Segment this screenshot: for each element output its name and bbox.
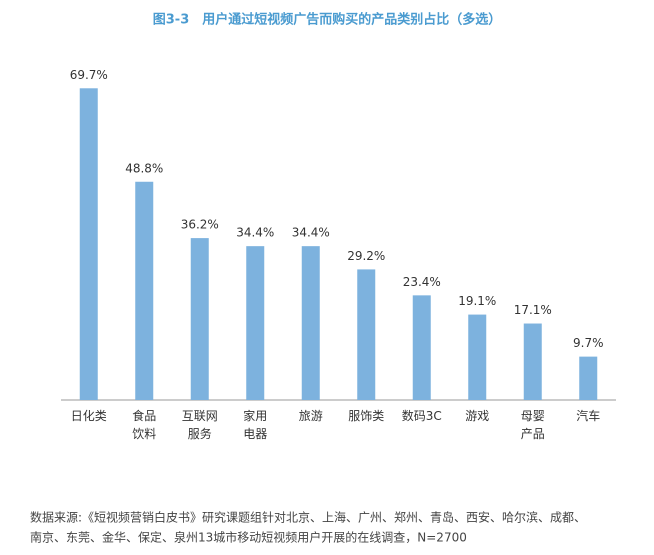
bar (468, 314, 487, 400)
chart-title: 图3-3 用户通过短视频广告而购买的产品类别占比（多选） (153, 12, 502, 28)
value-label: 36.2% (181, 218, 219, 232)
x-tick-label: 互联网服务 (182, 409, 218, 441)
x-tick-label: 服饰类 (348, 409, 384, 423)
bar (190, 238, 209, 400)
x-tick-label: 母婴产品 (521, 409, 545, 441)
source-note: 南京、东莞、金华、保定、泉州13城市移动短视频用户开展的在线调查，N=2700 (30, 530, 467, 545)
value-label: 69.7% (70, 68, 108, 82)
x-tick-label: 日化类 (71, 409, 107, 423)
value-label: 34.4% (292, 226, 330, 240)
bar (523, 323, 542, 400)
bar (135, 181, 154, 400)
bar (412, 295, 431, 400)
value-label: 48.8% (125, 161, 163, 175)
x-tick-label: 家用电器 (243, 408, 267, 441)
x-tick-label: 游戏 (465, 409, 489, 423)
bar (79, 88, 98, 401)
bar (357, 269, 376, 400)
x-tick-label: 数码3C (402, 408, 442, 423)
value-label: 34.4% (236, 226, 274, 240)
value-label: 19.1% (458, 294, 496, 308)
value-label: 9.7% (573, 336, 604, 350)
value-label: 23.4% (403, 275, 441, 289)
bar (301, 246, 320, 400)
bar (579, 356, 598, 400)
bar (246, 246, 265, 400)
x-tick-label: 食品饮料 (132, 408, 156, 441)
value-label: 17.1% (514, 303, 552, 317)
x-tick-label: 旅游 (299, 409, 323, 423)
source-note: 数据来源:《短视频营销白皮书》研究课题组针对北京、上海、广州、郑州、青岛、西安、… (30, 510, 586, 525)
value-label: 29.2% (347, 249, 385, 263)
x-tick-label: 汽车 (576, 408, 600, 423)
